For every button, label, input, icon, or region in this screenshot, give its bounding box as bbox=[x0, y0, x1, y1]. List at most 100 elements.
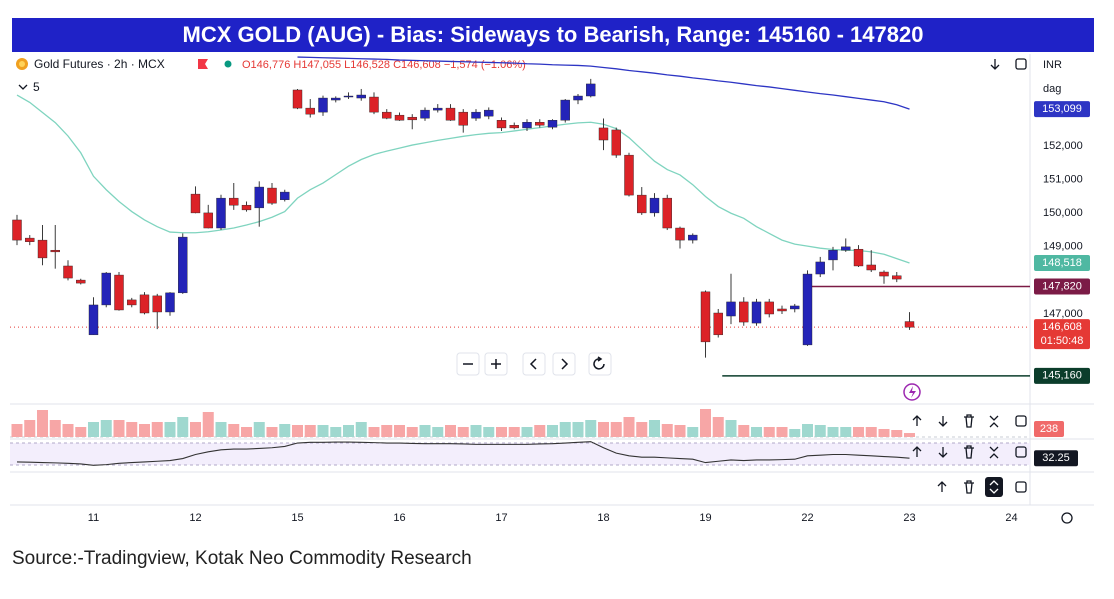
volume-bar bbox=[304, 425, 316, 437]
candle-body bbox=[637, 194, 647, 214]
volume-bar bbox=[190, 422, 201, 437]
scroll-right-icon bbox=[561, 358, 569, 370]
scroll-right-button[interactable] bbox=[552, 352, 576, 376]
candle-body bbox=[484, 109, 494, 117]
maximize-icon[interactable] bbox=[1015, 415, 1027, 427]
volume-bar bbox=[37, 410, 48, 437]
scroll-left-button[interactable] bbox=[522, 352, 546, 376]
maximize-icon[interactable] bbox=[1015, 481, 1027, 493]
alert-icon bbox=[909, 386, 916, 398]
reset-icon bbox=[593, 356, 605, 370]
candle-body bbox=[267, 187, 277, 204]
volume-bar bbox=[776, 427, 788, 437]
volume-tag: 238 bbox=[1040, 423, 1058, 435]
volume-bar bbox=[445, 425, 456, 437]
volume-bar bbox=[177, 417, 189, 437]
alert-icon[interactable] bbox=[903, 383, 921, 401]
y-tick-label: 150,000 bbox=[1043, 207, 1083, 219]
last-price-tag-bg bbox=[1034, 319, 1090, 350]
volume-bar bbox=[610, 422, 622, 437]
candle-body bbox=[535, 122, 545, 126]
candle-body bbox=[853, 248, 864, 267]
reset-button[interactable] bbox=[588, 352, 612, 376]
volume-bar bbox=[355, 422, 367, 437]
countdown: 01:50:48 bbox=[1041, 335, 1084, 347]
move-up-icon[interactable] bbox=[937, 481, 947, 492]
candle-body bbox=[76, 279, 86, 284]
volume-bar bbox=[674, 425, 686, 437]
move-down-icon[interactable] bbox=[938, 416, 948, 427]
volume-bar bbox=[687, 427, 699, 437]
volume-bar bbox=[763, 427, 775, 437]
volume-bar bbox=[636, 422, 648, 437]
y-tick-label: 147,000 bbox=[1043, 308, 1083, 320]
chevron-icon[interactable] bbox=[18, 84, 28, 90]
candle-body bbox=[828, 249, 838, 261]
collapse-icon[interactable] bbox=[989, 415, 999, 428]
candle-body bbox=[139, 294, 150, 314]
x-tick-label: 24 bbox=[1005, 512, 1017, 524]
unit-label[interactable]: dag bbox=[1043, 83, 1061, 95]
candle-body bbox=[407, 116, 417, 121]
volume-bar bbox=[24, 420, 36, 437]
candle-body bbox=[624, 154, 634, 196]
volume-bar bbox=[904, 433, 915, 437]
indicator-count[interactable]: 5 bbox=[33, 80, 40, 94]
candle-body bbox=[127, 299, 137, 306]
volume-bar bbox=[712, 417, 724, 437]
candle-body bbox=[726, 301, 736, 317]
currency-label[interactable]: INR bbox=[1043, 59, 1062, 71]
move-up-icon[interactable] bbox=[912, 446, 922, 457]
y-tick-label: 149,000 bbox=[1043, 241, 1083, 253]
volume-bar bbox=[891, 430, 903, 437]
candle-body bbox=[88, 304, 99, 336]
collapse-button[interactable] bbox=[985, 477, 1003, 497]
x-tick-label: 19 bbox=[699, 512, 711, 524]
candle-body bbox=[586, 83, 596, 97]
volume-bar bbox=[661, 424, 673, 437]
volume-bar bbox=[266, 427, 278, 437]
volume-bar bbox=[814, 425, 826, 437]
last-price-tag: 146,608 bbox=[1042, 321, 1082, 333]
volume-bar bbox=[139, 424, 150, 437]
candle-body bbox=[178, 236, 188, 294]
collapse-icon[interactable] bbox=[989, 446, 999, 459]
candle-body bbox=[892, 275, 902, 280]
delete-icon[interactable] bbox=[964, 445, 974, 459]
candle-body bbox=[254, 186, 264, 209]
candle-body bbox=[713, 312, 723, 336]
candle-body bbox=[598, 127, 609, 141]
candle-body bbox=[522, 122, 532, 129]
candle-body bbox=[675, 227, 685, 241]
candle-body bbox=[458, 111, 468, 126]
level-tag: 147,820 bbox=[1042, 280, 1082, 292]
symbol-icon bbox=[19, 61, 25, 67]
x-tick-label: 15 bbox=[291, 512, 303, 524]
move-down-icon[interactable] bbox=[938, 447, 948, 458]
download-icon[interactable] bbox=[990, 59, 1000, 70]
delete-icon[interactable] bbox=[964, 414, 974, 428]
move-up-icon[interactable] bbox=[912, 415, 922, 426]
delete-icon[interactable] bbox=[964, 480, 974, 494]
indicator-tag: 32.25 bbox=[1042, 452, 1070, 464]
candle-body bbox=[50, 249, 60, 253]
level-tag-bg bbox=[1034, 367, 1090, 384]
maximize-icon[interactable] bbox=[1015, 446, 1027, 458]
volume-bar bbox=[725, 420, 737, 437]
volume-bar bbox=[483, 427, 495, 437]
x-tick-label: 23 bbox=[903, 512, 915, 524]
candle-body bbox=[560, 99, 570, 121]
candle-body bbox=[165, 292, 175, 313]
volume-bar bbox=[279, 424, 291, 437]
volume-bar bbox=[470, 425, 482, 437]
candle-body bbox=[815, 261, 825, 275]
volume-bar bbox=[865, 427, 877, 437]
candle-body bbox=[649, 197, 660, 214]
fullscreen-icon[interactable] bbox=[1015, 58, 1027, 70]
candle-body bbox=[241, 204, 252, 211]
volume-bar bbox=[457, 427, 469, 437]
settings-icon[interactable] bbox=[1061, 512, 1073, 524]
moving-average bbox=[297, 56, 910, 110]
candle-body bbox=[573, 95, 583, 101]
level-tag-bg bbox=[1034, 278, 1090, 295]
